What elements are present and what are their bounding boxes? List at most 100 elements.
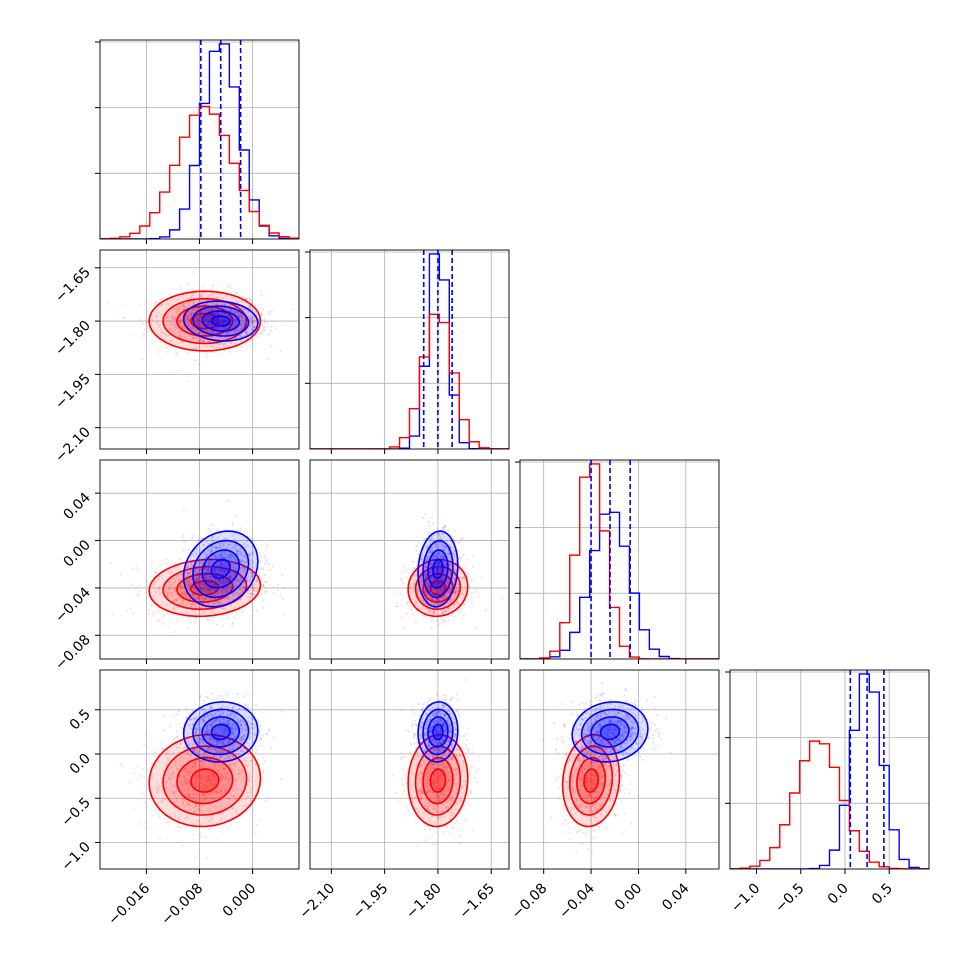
sample-point [427,581,430,585]
contour-blue [182,530,259,608]
sample-point [212,594,215,597]
sample-point [187,572,190,575]
sample-point [213,569,216,572]
sample-point [201,295,204,298]
sample-point [426,585,429,589]
sample-point [243,586,246,590]
sample-point [247,590,250,593]
sample-point [250,776,253,779]
sample-point [242,566,245,569]
sample-point [436,545,440,548]
sample-point [430,576,433,579]
sample-point [251,592,254,595]
sample-point [199,573,202,576]
sample-point [425,578,428,582]
sample-point [196,596,199,599]
sample-point [190,565,193,568]
sample-point [173,794,176,797]
sample-point [192,602,195,605]
sample-point [425,593,428,597]
sample-point [216,592,220,595]
sample-point [160,780,163,784]
sample-point [416,587,419,590]
sample-point [210,293,214,296]
sample-point [192,833,195,836]
sample-point [443,604,446,607]
sample-point [204,565,207,569]
sample-point [186,795,190,798]
panel-2-1 [309,459,510,664]
sample-point [199,337,202,340]
sample-point [449,590,452,593]
sample-point [213,320,216,323]
sample-point [236,577,239,580]
sample-point [233,761,236,765]
sample-point [234,563,237,566]
sample-point [219,791,222,795]
sample-point [212,297,215,300]
sample-point [231,621,234,625]
sample-point [196,322,199,325]
sample-point [229,335,232,339]
sample-point [427,586,430,589]
sample-point [173,590,176,593]
sample-point [200,323,203,326]
sample-point [221,811,224,815]
sample-point [228,310,231,313]
sample-point [176,305,179,308]
sample-point [190,603,193,606]
sample-point [191,338,194,341]
sample-point [195,616,198,619]
sample-point [231,593,234,596]
sample-point [242,322,246,325]
sample-point [207,747,210,750]
sample-point [197,305,200,308]
sample-point [413,603,417,606]
sample-point [438,534,441,538]
sample-point [215,789,218,792]
sample-point [231,325,234,328]
sample-point [399,577,403,581]
sample-point [137,778,140,781]
sample-point [218,320,221,323]
sample-point [199,785,202,788]
sample-point [214,573,217,576]
sample-point [198,779,201,782]
sample-point [274,326,277,330]
sample-point [194,335,197,338]
sample-point [221,311,224,315]
sample-point [225,588,229,591]
sample-point [234,571,237,574]
sample-point [258,571,261,575]
sample-point [186,321,189,325]
sample-point [190,327,193,330]
sample-point [451,546,454,549]
sample-point [187,306,190,309]
sample-point [214,578,217,581]
sample-point [449,598,453,601]
sample-point [156,789,159,792]
sample-point [212,540,215,543]
sample-point [442,555,445,558]
sample-point [194,570,197,573]
sample-point [256,579,259,583]
sample-point [155,591,158,594]
sample-point [210,536,214,539]
contour-blue [422,539,454,599]
sample-point [431,549,434,552]
sample-point [438,565,442,568]
sample-point [154,572,157,575]
sample-point [429,607,432,611]
sample-point [210,588,213,591]
sample-point [222,578,225,582]
sample-point [426,599,429,602]
sample-point [210,781,213,784]
sample-point [196,337,199,340]
sample-point [210,578,213,581]
sample-point [454,587,457,590]
sample-point [434,567,437,570]
sample-point [214,326,217,329]
sample-point [421,599,425,602]
sample-point [188,599,191,603]
sample-point [208,793,211,796]
